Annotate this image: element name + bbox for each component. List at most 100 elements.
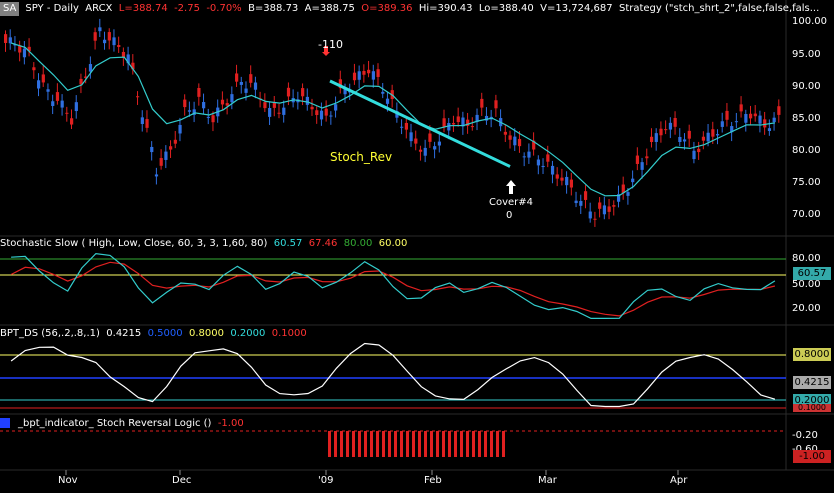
exit-signal-label: Cover#4 — [489, 197, 534, 208]
candle-body — [324, 108, 328, 116]
entry-arrow-icon — [322, 46, 330, 56]
indicator-bar — [472, 431, 475, 457]
candle-body — [598, 202, 602, 209]
price-axis-label: 75.00 — [792, 177, 821, 188]
candle-body — [569, 179, 574, 188]
symbol-badge[interactable]: SA — [0, 2, 20, 16]
x-axis-label: Feb — [424, 475, 442, 486]
candle-body — [734, 121, 739, 123]
candle-body — [400, 126, 404, 128]
indicator-bar — [364, 431, 367, 457]
stoch-value-tag: 60.57 — [793, 267, 831, 280]
indicator-bar — [502, 431, 505, 457]
candle-body — [376, 69, 380, 77]
indicator-bar — [334, 431, 337, 457]
exit-arrow-icon — [506, 180, 516, 194]
candle-body — [466, 119, 470, 126]
candle-body — [447, 123, 451, 131]
candle-body — [649, 136, 654, 142]
candle-body — [739, 104, 743, 112]
indicator-bar — [436, 431, 439, 457]
indicator-bar — [430, 431, 433, 457]
candle-body — [98, 27, 102, 32]
indicator-bar — [340, 431, 343, 457]
bpt-mid-value: 0.5000 — [147, 328, 183, 339]
candle-body — [621, 184, 625, 194]
indicator-value: -1.00 — [217, 418, 244, 429]
price-change: -2.75 — [174, 3, 200, 14]
indicator-bar — [466, 431, 469, 457]
candle-body — [253, 82, 258, 90]
candle-body — [433, 146, 437, 150]
candle-body — [404, 122, 408, 130]
candle-body — [555, 174, 559, 179]
candle-body — [409, 132, 413, 142]
candle-body — [192, 109, 196, 115]
indicator-bar — [346, 431, 349, 457]
candle-body — [744, 114, 748, 123]
bpt-line — [10, 342, 776, 408]
stoch-title-text: Stochastic Slow ( High, Low, Close, 60, … — [0, 238, 268, 249]
x-axis-label: Mar — [538, 475, 557, 486]
indicator-bar — [388, 431, 391, 457]
candle-body — [74, 102, 78, 112]
bpt-lower-value: 0.2000 — [230, 328, 266, 339]
indicator-bar — [406, 431, 409, 457]
candle-body — [362, 70, 366, 75]
price-axis-label: 95.00 — [792, 49, 821, 60]
candle-body — [418, 149, 423, 152]
candle-body — [51, 101, 55, 106]
indicator-bar — [358, 431, 361, 457]
candle-body — [517, 138, 522, 147]
candle-body — [536, 159, 541, 166]
stoch-axis-label: 80.00 — [792, 253, 821, 264]
price-axis-label: 80.00 — [792, 145, 821, 156]
candle-body — [187, 110, 192, 112]
stoch-k-value: 60.57 — [273, 238, 303, 249]
volume: V=13,724,687 — [540, 3, 613, 14]
stoch-upper-value: 80.00 — [343, 238, 373, 249]
candle-body — [305, 96, 309, 105]
candle-body — [230, 94, 234, 103]
candle-body — [748, 113, 753, 119]
candle-body — [319, 110, 324, 120]
candle-body — [428, 133, 432, 142]
candle-body — [503, 131, 508, 135]
candle-body — [678, 136, 682, 143]
x-axis-ticks — [65, 470, 679, 475]
candle-body — [763, 119, 767, 128]
candle-body — [480, 98, 484, 108]
candle-body — [579, 201, 583, 206]
candle-body — [654, 133, 658, 142]
stoch-axis-label: 20.00 — [792, 303, 821, 314]
candle-body — [8, 37, 12, 44]
indicator-bar — [478, 431, 481, 457]
indicator-pane-title: _bpt_indicator_ Stoch Reversal Logic () … — [0, 418, 244, 430]
candle-body — [385, 98, 390, 104]
indicator-value-tag: -1.00 — [793, 450, 831, 463]
candle-body — [136, 96, 140, 98]
indicator-bar — [370, 431, 373, 457]
candle-body — [602, 205, 607, 215]
candle-body — [631, 178, 635, 183]
candle-body — [583, 191, 588, 200]
price-axis-label: 85.00 — [792, 113, 821, 124]
low-price: Lo=388.40 — [478, 3, 534, 14]
candle-body — [711, 129, 715, 137]
candle-body — [697, 148, 701, 153]
candle-body — [140, 117, 144, 124]
candle-body — [310, 106, 314, 110]
candle-body — [4, 34, 8, 43]
candle-body — [103, 39, 107, 44]
candle-body — [616, 194, 621, 202]
candle-body — [470, 126, 474, 128]
candle-body — [145, 119, 149, 128]
indicator-bar — [484, 431, 487, 457]
strategy-label[interactable]: Strategy ("stch_shrt_2",false,false,fals… — [618, 3, 820, 14]
moving-average-line — [10, 42, 775, 197]
candle-body — [32, 67, 36, 71]
candle-body — [682, 139, 687, 142]
candle-body — [725, 110, 729, 120]
candle-body — [612, 205, 616, 207]
